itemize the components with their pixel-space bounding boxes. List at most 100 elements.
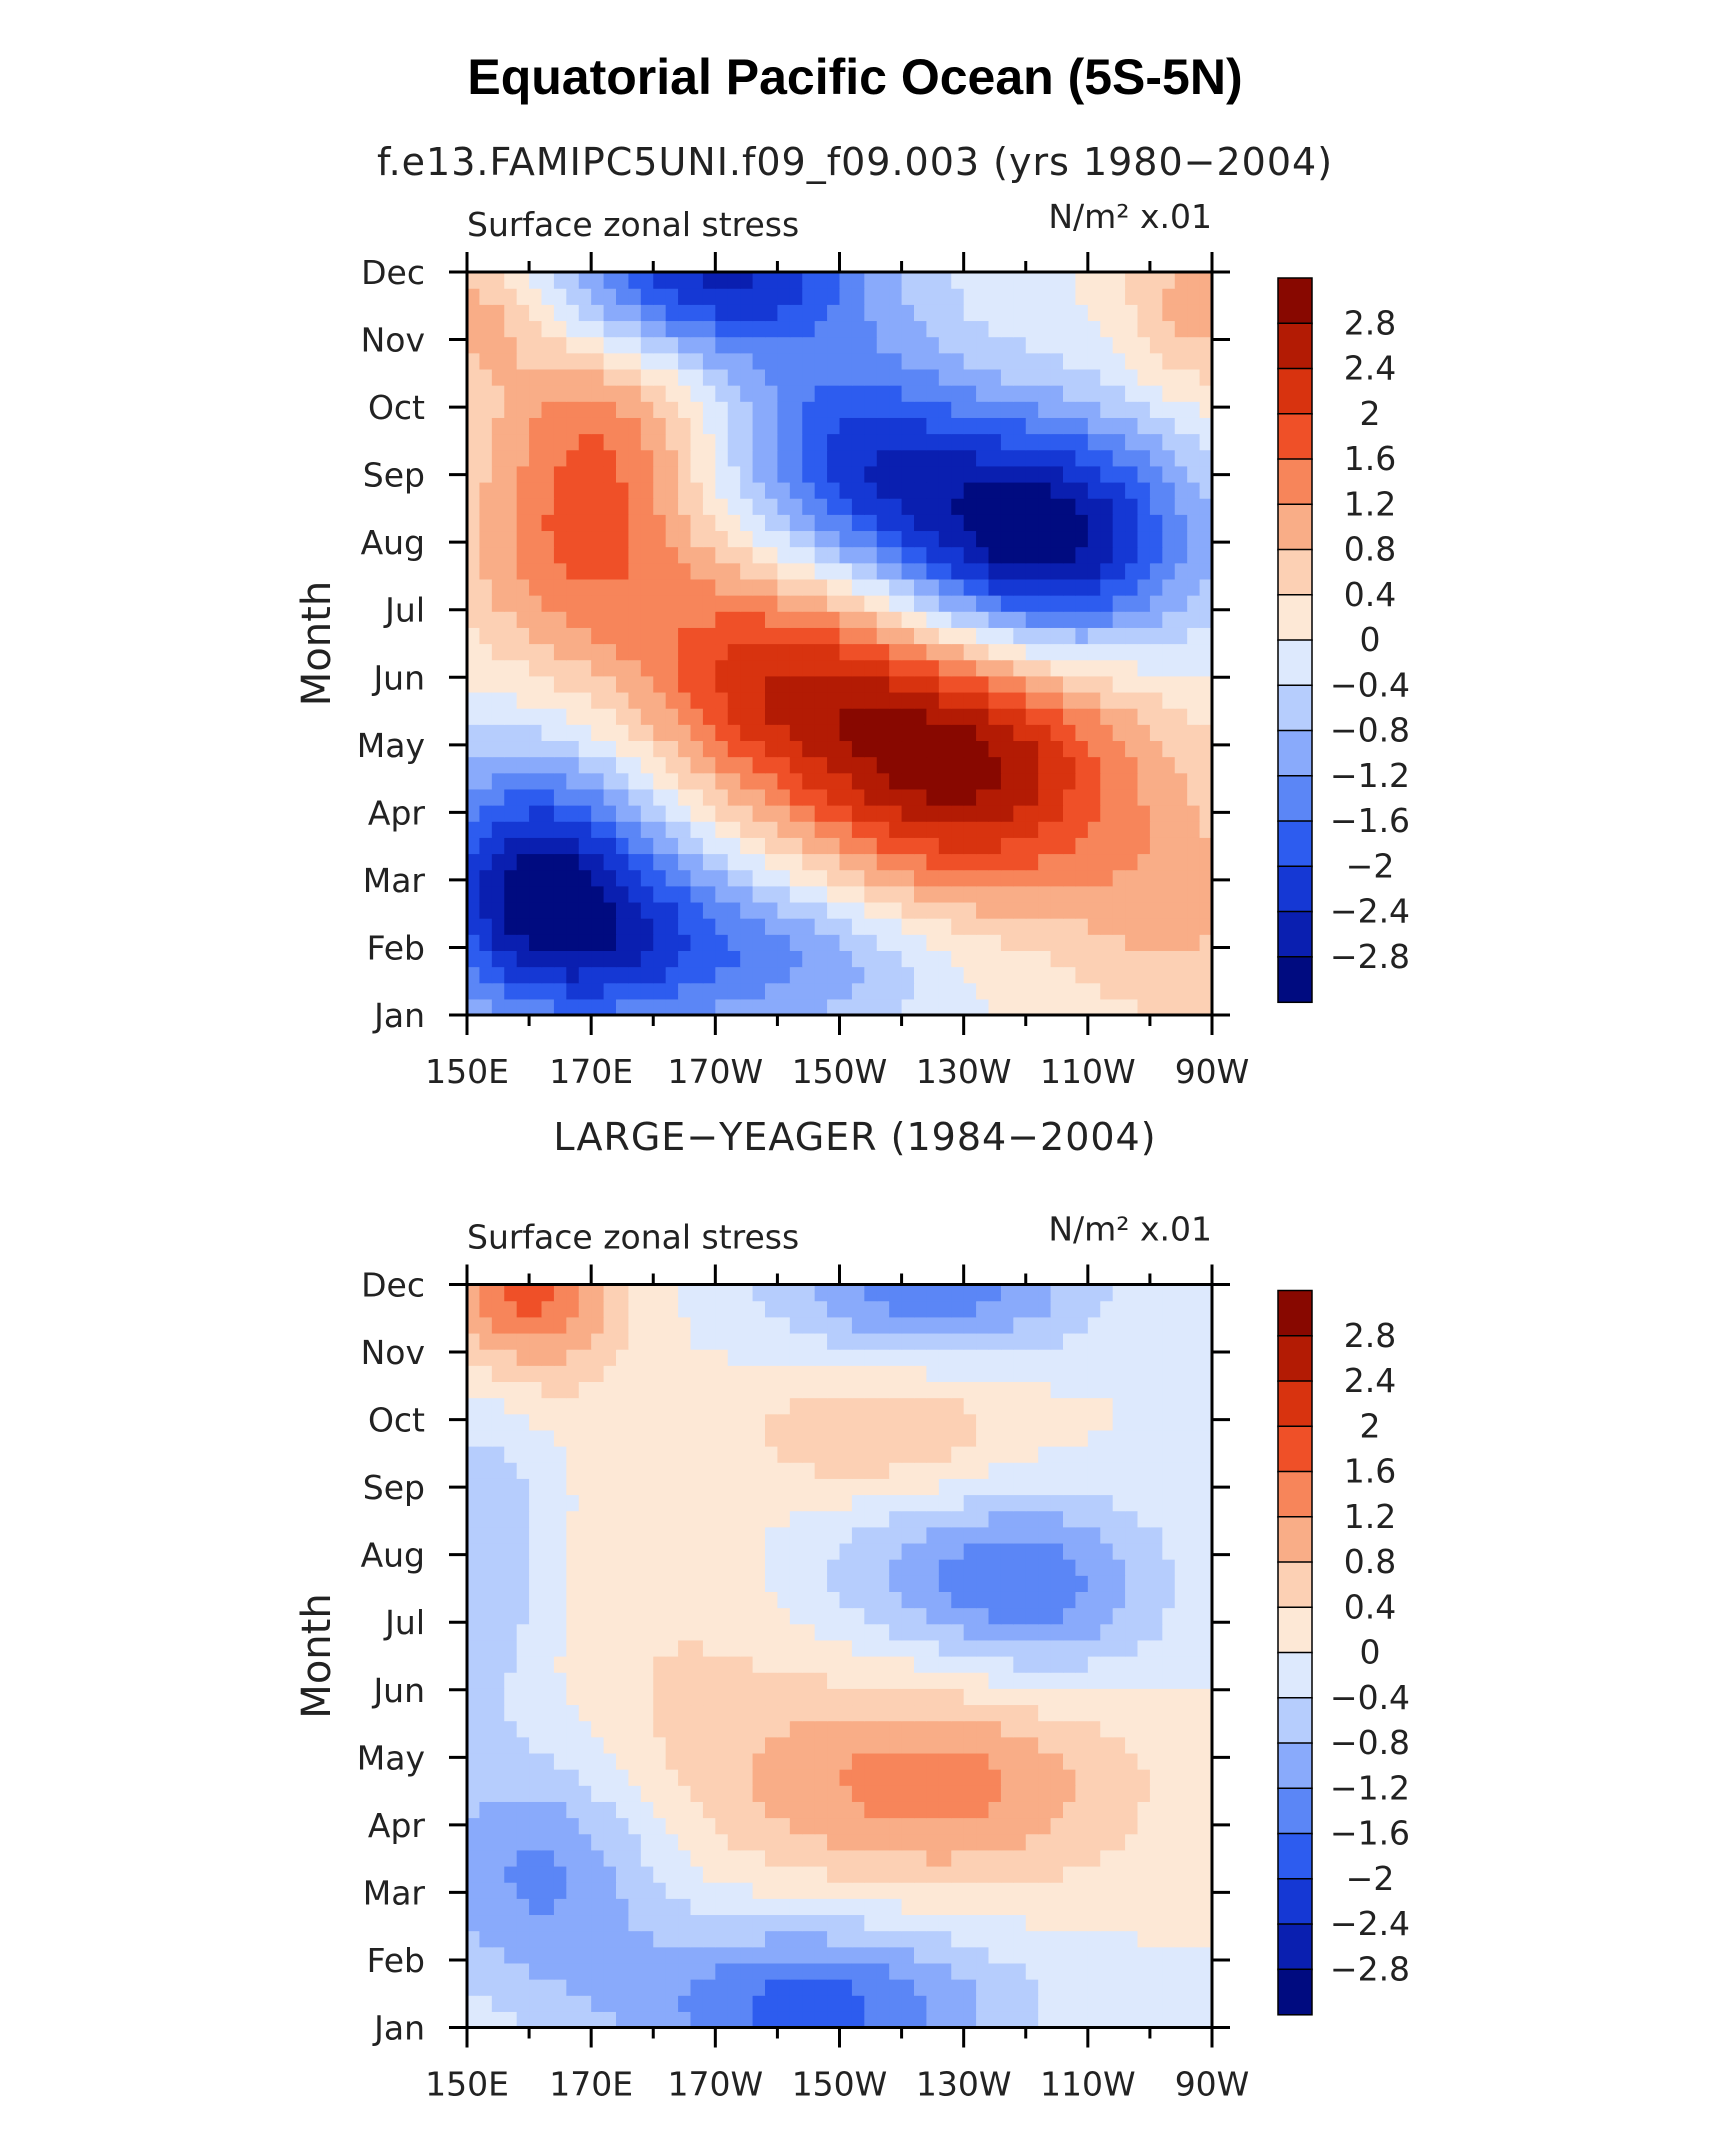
heatmap-cell (1150, 724, 1163, 741)
heatmap-cell (703, 547, 716, 564)
heatmap-cell (914, 1721, 927, 1738)
heatmap-cell (678, 1850, 691, 1867)
heatmap-cell (989, 1850, 1002, 1867)
heatmap-cell (1138, 1478, 1151, 1495)
heatmap-cell (1001, 1785, 1014, 1802)
heatmap-cell (616, 1575, 629, 1592)
heatmap-cell (877, 304, 890, 321)
heatmap-cell (529, 1527, 542, 1544)
heatmap-cell (1175, 1769, 1188, 1786)
heatmap-cell (1113, 983, 1126, 1000)
heatmap-cell (492, 1688, 505, 1705)
heatmap-cell (591, 385, 604, 402)
heatmap-cell (1100, 1963, 1113, 1980)
heatmap-cell (815, 934, 828, 951)
heatmap-cell (1187, 1818, 1200, 1835)
heatmap-cell (504, 837, 517, 854)
heatmap-cell (939, 660, 952, 677)
heatmap-cell (889, 320, 902, 337)
heatmap-cell (616, 1543, 629, 1560)
heatmap-cell (1001, 385, 1014, 402)
heatmap-cell (591, 547, 604, 564)
heatmap-cell (1175, 1608, 1188, 1625)
heatmap-cell (542, 644, 555, 661)
heatmap-cell (815, 1446, 828, 1463)
heatmap-cell (765, 547, 778, 564)
heatmap-cell (1125, 288, 1138, 305)
heatmap-cell (840, 660, 853, 677)
heatmap-cell (504, 498, 517, 515)
heatmap-cell (976, 288, 989, 305)
heatmap-cell (715, 514, 728, 531)
heatmap-cell (479, 1656, 492, 1673)
heatmap-cell (926, 886, 939, 903)
heatmap-cell (1113, 547, 1126, 564)
heatmap-cell (492, 821, 505, 838)
heatmap-cell (777, 466, 790, 483)
heatmap-cell (1187, 1995, 1200, 2012)
heatmap-cell (740, 886, 753, 903)
y-tick-label: Apr (368, 793, 426, 832)
heatmap-cell (864, 1995, 877, 2012)
heatmap-cell (1013, 1963, 1026, 1980)
heatmap-cell (1125, 644, 1138, 661)
heatmap-cell (715, 1737, 728, 1754)
heatmap-cell (740, 708, 753, 725)
heatmap-cell (467, 1898, 480, 1915)
heatmap-cell (591, 853, 604, 870)
heatmap-cell (691, 1575, 704, 1592)
heatmap-cell (1187, 417, 1200, 434)
heatmap-cell (641, 1721, 654, 1738)
colorbar-box (1278, 278, 1312, 324)
heatmap-cell (1075, 805, 1088, 822)
heatmap-cell (566, 466, 579, 483)
heatmap-cell (579, 1995, 592, 2012)
heatmap-cell (765, 837, 778, 854)
heatmap-cell (1063, 1624, 1076, 1641)
heatmap-cell (504, 450, 517, 467)
heatmap-cell (542, 870, 555, 887)
heatmap-cell (554, 934, 567, 951)
heatmap-cell (616, 1737, 629, 1754)
heatmap-cell (492, 1494, 505, 1511)
heatmap-cell (902, 1511, 915, 1528)
heatmap-cell (1038, 1640, 1051, 1657)
heatmap-cell (641, 1511, 654, 1528)
heatmap-cell (554, 1688, 567, 1705)
heatmap-cell (529, 498, 542, 515)
heatmap-cell (790, 676, 803, 693)
heatmap-cell (951, 1850, 964, 1867)
heatmap-cell (964, 579, 977, 596)
heatmap-cell (479, 1624, 492, 1641)
heatmap-cell (616, 1608, 629, 1625)
heatmap-cell (976, 1834, 989, 1851)
heatmap-cell (790, 853, 803, 870)
heatmap-cell (1038, 724, 1051, 741)
heatmap-cell (1150, 1963, 1163, 1980)
heatmap-cell (1026, 886, 1039, 903)
heatmap-cell (715, 983, 728, 1000)
heatmap-cell (579, 1801, 592, 1818)
heatmap-cell (902, 1785, 915, 1802)
heatmap-cell (492, 676, 505, 693)
heatmap-cell (728, 337, 741, 354)
heatmap-cell (914, 902, 927, 919)
x-tick-label: 150W (792, 1052, 888, 1091)
heatmap-cell (889, 1963, 902, 1980)
heatmap-cell (1113, 676, 1126, 693)
heatmap-cell (529, 676, 542, 693)
heatmap-cell (939, 337, 952, 354)
heatmap-cell (1038, 1559, 1051, 1576)
heatmap-cell (790, 1688, 803, 1705)
heatmap-cell (1063, 1963, 1076, 1980)
heatmap-cell (827, 1753, 840, 1770)
heatmap-cell (1075, 1834, 1088, 1851)
heatmap-cell (815, 708, 828, 725)
heatmap-cell (1175, 369, 1188, 386)
heatmap-cell (1038, 1511, 1051, 1528)
heatmap-cell (939, 1721, 952, 1738)
heatmap-cell (902, 918, 915, 935)
heatmap-cell (728, 967, 741, 984)
heatmap-cell (877, 547, 890, 564)
heatmap-cell (579, 1624, 592, 1641)
